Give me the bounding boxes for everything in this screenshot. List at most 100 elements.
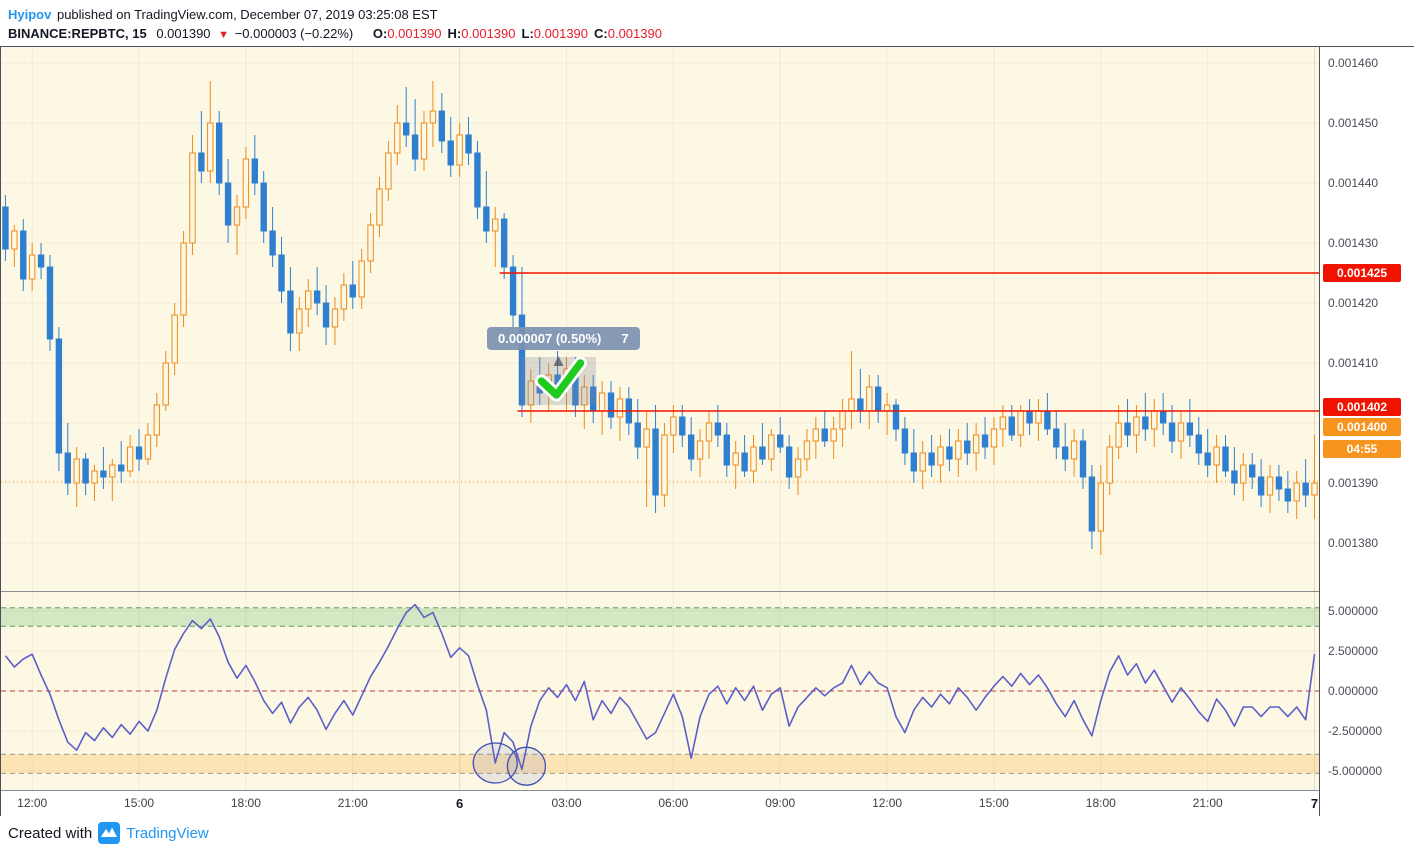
candle-down (1159, 410, 1167, 424)
author-link[interactable]: Hyipov (8, 7, 52, 22)
candle-down (198, 152, 205, 172)
candle-up (830, 428, 837, 442)
price-tick-label: 0.001390 (1328, 476, 1379, 490)
time-tick-label: 06:00 (658, 796, 689, 810)
tradingview-brand-link[interactable]: TradingView (126, 824, 209, 842)
candle-up (331, 308, 339, 328)
candle-down (20, 230, 27, 280)
symbol-bar: BINANCE:REPBTC, 15 0.001390 ▼ −0.000003 … (8, 26, 662, 41)
candle-up (1177, 422, 1185, 442)
oscillator-tick-label: 0.000000 (1328, 684, 1379, 698)
oscillator-tick-label: -2.500000 (1328, 724, 1383, 738)
green-checkmark-icon[interactable] (537, 359, 585, 399)
candle-down (447, 140, 454, 166)
oscillator-pane[interactable] (1, 592, 1319, 791)
candlestick-chart[interactable] (1, 47, 1319, 592)
candle-down (1088, 476, 1096, 532)
candle-up (11, 230, 18, 250)
highlight-circle[interactable] (472, 742, 518, 784)
candle-up (937, 446, 944, 466)
candle-up (171, 314, 178, 364)
candle-down (741, 452, 748, 472)
candle-up (812, 428, 820, 442)
time-tick-label: 15:00 (124, 796, 155, 810)
candle-down (251, 158, 259, 184)
candle-up (1151, 410, 1158, 430)
price-pane[interactable]: 0.000007 (0.50%) 7 (1, 47, 1319, 592)
candle-down (1044, 410, 1051, 430)
candle-up (429, 110, 437, 124)
candle-down (777, 434, 784, 448)
candle-up (1266, 476, 1274, 496)
level-price-badge-1402: 0.001402 (1323, 398, 1401, 416)
candle-up (207, 122, 214, 172)
created-with-label: Created with (8, 824, 93, 842)
candle-up (1097, 482, 1105, 532)
candle-up (598, 392, 606, 412)
candle-up (732, 452, 739, 466)
candle-down (1257, 476, 1265, 496)
candle-up (367, 224, 374, 262)
candle-down (928, 452, 935, 466)
candle-down (1231, 470, 1238, 484)
oscillator-chart[interactable] (1, 592, 1319, 791)
candle-down (1124, 422, 1131, 436)
candle-up (1106, 446, 1113, 484)
chart-region: 0.000007 (0.50%) 7 12:00 15:00 18:00 21:00 6… (0, 46, 1414, 817)
publish-header: Hyipov published on TradingView.com, Dec… (8, 7, 438, 22)
time-tick-label: 21:00 (1192, 796, 1223, 810)
candle-up (126, 446, 134, 472)
price-tick-label: 0.001420 (1328, 296, 1379, 310)
candle-down (269, 230, 276, 256)
time-axis[interactable]: 12:00 15:00 18:00 21:00 6 03:00 06:00 09:00 12:0… (1, 791, 1319, 817)
candle-up (1213, 446, 1220, 466)
candle-up (358, 260, 365, 298)
candle-up (527, 380, 535, 406)
candle-down (322, 302, 330, 328)
symbol-title[interactable]: BINANCE:REPBTC, 15 (8, 26, 147, 41)
price-tick-label: 0.001430 (1328, 236, 1379, 250)
level-price-badge-1425: 0.001425 (1323, 264, 1401, 282)
measure-bars-count: 7 (621, 331, 629, 346)
time-tick-label: 6 (456, 796, 464, 811)
time-tick-label: 7 (1310, 796, 1319, 811)
tradingview-logo-icon[interactable] (98, 822, 121, 844)
ohlc-value: 0.001390 (387, 26, 442, 41)
candle-up (581, 386, 588, 406)
candle-down (287, 290, 294, 334)
candle-up (73, 458, 80, 484)
candle-down (1168, 422, 1176, 442)
candle-down (509, 266, 517, 316)
ohlc-value: 0.001390 (533, 26, 589, 41)
candle-down (785, 446, 793, 478)
oversold-band (1, 754, 1319, 774)
price-tick-label: 0.001440 (1328, 176, 1379, 190)
candle-up (794, 458, 802, 478)
candle-up (1070, 440, 1078, 460)
candle-down (313, 290, 321, 304)
candle-down (1186, 422, 1194, 436)
candle-down (892, 404, 900, 430)
candle-down (874, 386, 882, 412)
candle-up (242, 158, 250, 208)
time-tick-label: 18:00 (1085, 796, 1116, 810)
ohlc-value: 0.001390 (461, 26, 516, 41)
candle-down (910, 452, 918, 472)
candle-up (340, 284, 348, 310)
ohlc-label: O: (372, 26, 388, 41)
candle-down (821, 428, 828, 442)
candle-up (750, 446, 757, 472)
candle-down (857, 398, 864, 412)
candle-down (411, 134, 419, 160)
candle-up (492, 218, 499, 232)
highlight-circle[interactable] (506, 746, 547, 786)
oscillator-tick-label: -5.000000 (1328, 764, 1383, 778)
candle-down (500, 218, 508, 268)
candle-down (1222, 446, 1229, 472)
candle-up (1133, 416, 1140, 436)
ohlc-value: 0.001390 (607, 26, 662, 41)
candle-down (64, 452, 71, 484)
candle-up (189, 152, 196, 244)
price-axis[interactable]: 0.001460 0.001450 0.001440 0.001430 0.001420… (1319, 47, 1414, 817)
